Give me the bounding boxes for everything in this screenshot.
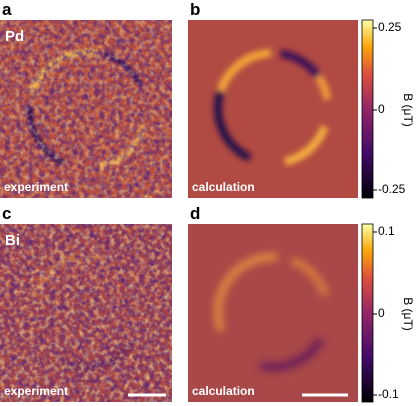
colorbar-tick: -0.1: [378, 387, 399, 401]
colorbar-tick: 0: [378, 102, 385, 116]
colorbar-label: B (μT): [401, 297, 415, 331]
panel-b: [188, 20, 358, 198]
colorbar-label: B (μT): [401, 93, 415, 127]
caption: experiment: [4, 180, 68, 194]
caption: experiment: [4, 384, 68, 398]
caption: calculation: [192, 384, 255, 398]
panel-d: [188, 224, 358, 402]
colorbar-tick: 0.25: [378, 20, 402, 34]
panel-letter: c: [2, 204, 11, 223]
caption: calculation: [192, 180, 255, 194]
element-label: Bi: [5, 232, 20, 249]
element-label: Pd: [5, 28, 24, 45]
panel-c: [0, 224, 172, 402]
colorbar: 0.25 0 -0.25 B (μT): [361, 19, 415, 199]
colorbar-tick: 0.1: [378, 224, 395, 238]
panel-letter: a: [2, 0, 12, 19]
panel-letter: d: [190, 204, 200, 223]
colorbar-tick: 0: [378, 306, 385, 320]
colorbar: 0.1 0 -0.1 B (μT): [361, 223, 415, 403]
colorbar-tick: -0.25: [378, 182, 406, 196]
panel-a: [0, 20, 172, 198]
panel-letter: b: [190, 0, 200, 19]
